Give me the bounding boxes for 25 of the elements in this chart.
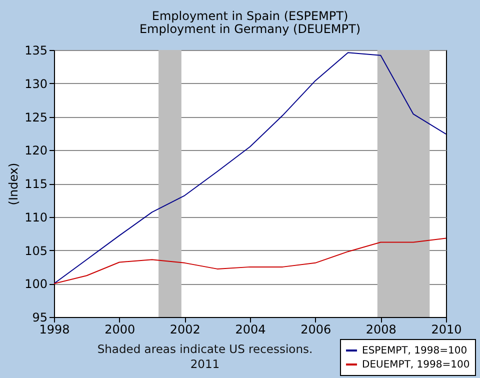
text: 2011 [189, 357, 221, 372]
y-tick-label: 95 [32, 310, 48, 324]
legend-label: DEUEMPT, 1998=100 [362, 360, 470, 370]
x-tick-label: 1998 [39, 322, 70, 336]
x-tick-label: 2008 [366, 322, 396, 336]
y-tick-label: 105 [24, 244, 48, 258]
y-tick-label: 100 [24, 277, 48, 292]
x-tick-label: 2004 [235, 322, 266, 336]
x-tick-label: 2002 [170, 322, 200, 336]
line-series [54, 238, 446, 284]
y-tick-label: 115 [24, 177, 48, 191]
x-tick-label: 2006 [300, 322, 332, 336]
y-axis-title: (Index) [6, 162, 21, 206]
y-tick-label: 110 [24, 210, 48, 224]
y-tick-label: 120 [24, 144, 48, 158]
text: Shaded areas indicate US recessions. [96, 342, 314, 357]
x-tick-label: 2000 [104, 322, 136, 336]
y-tick-label: 135 [24, 44, 48, 58]
x-tick-label: 2010 [431, 322, 462, 336]
line-series [54, 52, 446, 284]
chart-title: Employment in Spain (ESPEMPT) [152, 9, 348, 23]
y-tick-label: 130 [24, 76, 48, 91]
legend-label: ESPEMPT, 1998=100 [362, 346, 468, 356]
chart-subtitle: Employment in Germany (DEUEMPT) [139, 22, 361, 36]
y-tick-label: 125 [24, 110, 48, 124]
